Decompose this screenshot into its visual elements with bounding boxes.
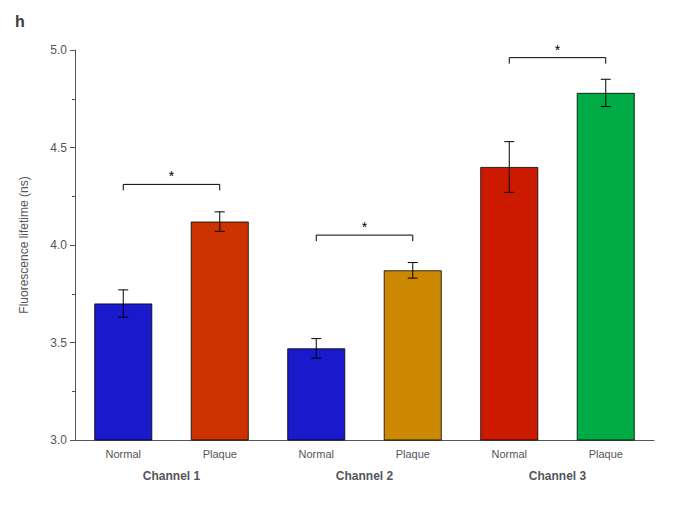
svg-text:*: * (169, 168, 175, 184)
svg-text:3.0: 3.0 (50, 433, 67, 447)
svg-text:Channel 2: Channel 2 (336, 469, 394, 483)
svg-text:h: h (15, 13, 25, 30)
svg-text:3.5: 3.5 (50, 336, 67, 350)
svg-text:Plaque: Plaque (396, 448, 430, 460)
svg-text:Normal: Normal (299, 448, 334, 460)
svg-text:Normal: Normal (106, 448, 141, 460)
svg-text:4.0: 4.0 (50, 238, 67, 252)
svg-text:Channel 3: Channel 3 (529, 469, 587, 483)
svg-text:Channel 1: Channel 1 (143, 469, 201, 483)
svg-text:Plaque: Plaque (203, 448, 237, 460)
svg-text:Fluorescence lifetime (ns): Fluorescence lifetime (ns) (17, 176, 31, 313)
svg-text:*: * (555, 42, 561, 58)
svg-text:*: * (362, 219, 368, 235)
svg-text:4.5: 4.5 (50, 141, 67, 155)
svg-text:5.0: 5.0 (50, 43, 67, 57)
svg-text:Normal: Normal (492, 448, 527, 460)
svg-text:Plaque: Plaque (589, 448, 623, 460)
